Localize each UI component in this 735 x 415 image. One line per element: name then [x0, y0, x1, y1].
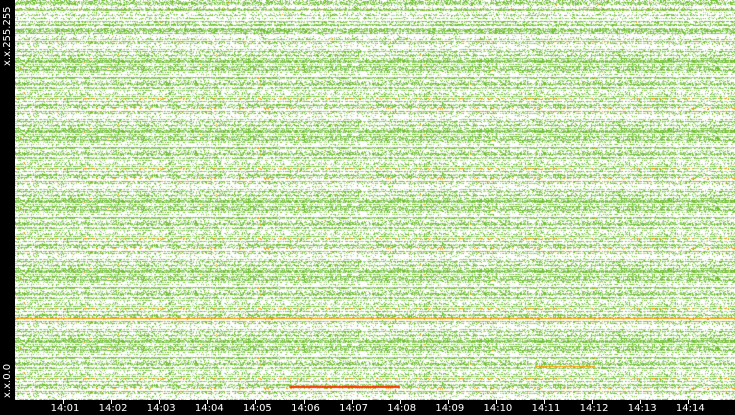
x-tick-label: 14:12 — [579, 403, 609, 414]
x-tick — [63, 400, 64, 404]
x-tick — [207, 400, 209, 404]
x-tick — [592, 400, 594, 404]
x-tick-label: 14:04 — [194, 403, 224, 414]
x-tick-label: 14:10 — [483, 403, 513, 414]
x-tick-label: 14:14 — [675, 403, 705, 414]
x-tick-label: 14:11 — [531, 403, 561, 414]
x-tick — [351, 400, 353, 404]
y-axis-bottom-label: x.x.0.0 — [2, 363, 13, 398]
x-tick — [255, 400, 257, 404]
x-tick — [640, 400, 642, 404]
x-tick — [159, 400, 161, 404]
x-tick-label: 14:13 — [627, 403, 657, 414]
x-tick — [111, 400, 113, 404]
x-tick-label: 14:03 — [146, 403, 176, 414]
x-tick-label: 14:05 — [242, 403, 272, 414]
x-tick-label: 14:07 — [339, 403, 369, 414]
x-tick — [447, 400, 449, 404]
x-tick — [544, 400, 545, 404]
x-tick-label: 14:06 — [291, 403, 320, 414]
x-tick — [495, 400, 497, 404]
x-tick — [303, 400, 305, 404]
x-tick-label: 14:01 — [50, 403, 80, 414]
x-tick-label: 14:02 — [98, 403, 128, 414]
x-axis: 14:01 14:02 14:03 14:04 14:05 14:06 14:07 14:08… — [0, 400, 735, 415]
x-tick — [688, 400, 690, 404]
x-tick-label: 14:08 — [387, 403, 417, 414]
x-tick-label: 14:09 — [435, 403, 465, 414]
heatmap-plot-area — [15, 0, 735, 400]
x-tick — [399, 400, 401, 404]
y-axis-top-label: x.x.255.255 — [2, 6, 13, 66]
